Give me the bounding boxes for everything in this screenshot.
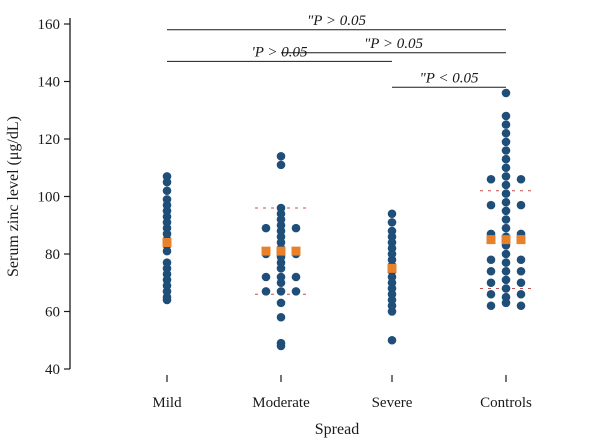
data-point [276,298,286,308]
mean-marker [276,246,286,256]
mean-marker [387,263,397,273]
y-tick-label: 80 [45,247,60,263]
data-point [261,223,271,233]
data-point [162,177,172,187]
data-point [516,255,526,265]
mean-marker [516,235,526,245]
x-tick-label: Severe [372,395,413,411]
mean-marker [162,238,172,247]
significance-label: "P > 0.05 [364,36,424,52]
x-tick-label: Moderate [252,395,310,411]
significance-label: "P > 0.05 [307,13,367,29]
data-point [291,223,301,233]
data-point [501,249,511,259]
data-point [501,275,511,285]
data-point [501,206,511,216]
data-point [291,272,301,282]
data-point [516,200,526,210]
data-point [516,174,526,184]
data-point [486,301,496,311]
data-point [276,278,286,288]
data-point [501,120,511,129]
data-point [162,186,172,196]
data-point [501,189,511,198]
data-point [501,223,511,233]
y-tick-label: 40 [45,362,60,378]
data-point [291,287,301,296]
data-point [276,264,286,273]
data-point [501,111,511,121]
data-point [387,209,397,219]
data-point [276,160,286,170]
y-tick-label: 100 [38,190,61,206]
data-point [501,284,511,293]
data-point [501,137,511,147]
data-point [486,278,496,288]
data-point [261,287,271,296]
significance-label: 'P > 0.05 [252,44,308,60]
significance-label: "P < 0.05 [419,70,479,86]
axes: 40 60 80 100 120 140 160 Mild Moderate Severe Cont… [38,17,532,411]
data-point [516,278,526,288]
data-point [501,298,511,308]
mean-marker [261,246,271,256]
y-tick-label: 160 [38,17,61,33]
data-point [276,151,286,161]
data-point [162,295,172,305]
data-point [261,272,271,282]
data-point [276,287,286,296]
x-tick-label: Mild [152,395,182,411]
data-point [516,301,526,311]
data-point [486,255,496,265]
y-tick-label: 140 [38,75,61,91]
data-point [501,88,511,98]
data-point [501,128,511,138]
data-point [162,246,172,256]
data-point [387,218,397,227]
x-tick-label: Controls [480,395,532,411]
data-point [486,174,496,184]
mean-marker [501,235,511,245]
data-point [516,289,526,299]
data-point [501,258,511,267]
data-point [387,335,397,345]
x-axis-label: Spread [315,421,359,438]
data-point [501,172,511,181]
data-point [516,266,526,276]
mean-marker [486,235,496,245]
data-point [486,289,496,299]
data-point [276,341,286,351]
data-marks [162,88,532,351]
data-point [501,180,511,190]
significance-brackets: "P > 0.05 "P > 0.05 'P > 0.05 "P < 0.05 [167,13,506,88]
data-point [501,146,511,155]
data-point [486,200,496,210]
data-point [501,163,511,173]
data-point [501,266,511,276]
data-point [501,154,511,164]
y-tick-label: 60 [45,305,60,321]
data-point [276,312,286,322]
y-axis-label: Serum zinc level (μg/dL) [5,116,22,277]
data-point [501,197,511,207]
data-point [387,307,397,316]
y-tick-label: 120 [38,132,61,148]
mean-marker [291,246,301,256]
data-point [501,215,511,224]
data-point [486,266,496,276]
